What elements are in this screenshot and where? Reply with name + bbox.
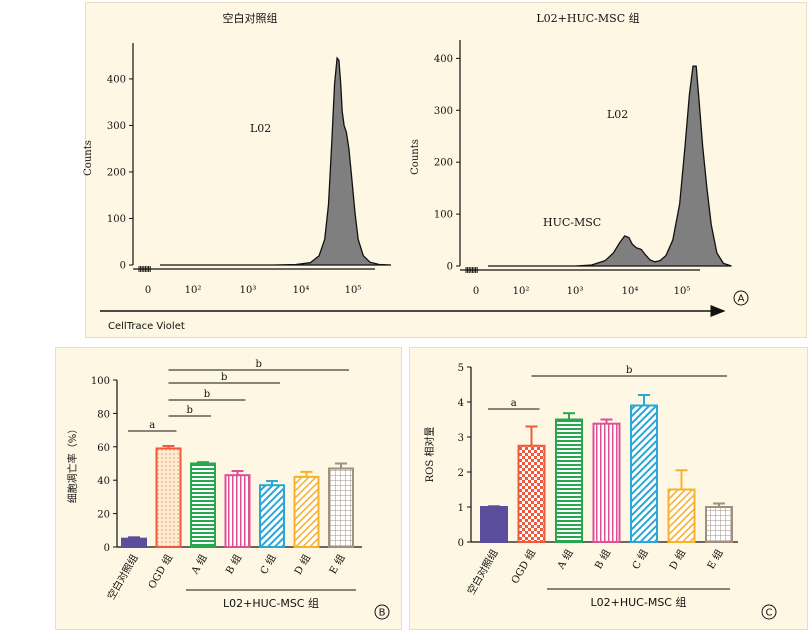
bar bbox=[259, 484, 285, 548]
significance-label: b bbox=[221, 372, 227, 383]
y-tick-label: 1 bbox=[458, 503, 464, 514]
y-tick-label: 300 bbox=[107, 121, 126, 132]
panel-mark-circle-c bbox=[761, 604, 777, 620]
panel-mark-circle-a bbox=[733, 290, 749, 306]
x-tick-label: 10³ bbox=[240, 285, 257, 296]
significance-label: b bbox=[187, 405, 193, 416]
significance-label: b bbox=[626, 365, 632, 376]
category-label: 空白对照组 bbox=[104, 552, 140, 602]
y-tick-label: 200 bbox=[434, 158, 453, 169]
histogram-title: 空白对照组 bbox=[223, 11, 278, 25]
y-tick-label: 100 bbox=[434, 210, 453, 221]
y-tick-label: 5 bbox=[458, 363, 464, 374]
bar bbox=[293, 475, 320, 548]
x-tick-label: 10⁵ bbox=[674, 286, 691, 297]
y-tick-label: 0 bbox=[104, 543, 110, 554]
category-label: OGD 组 bbox=[145, 552, 175, 591]
y-tick-label: 100 bbox=[107, 214, 126, 225]
bar bbox=[190, 462, 216, 548]
bar bbox=[667, 488, 696, 543]
category-label: C 组 bbox=[629, 547, 651, 572]
x-tick-label: 0 bbox=[145, 285, 151, 296]
histogram-coculture: 0 100 200 300 400 0 10² 10³ 10⁴ 10⁵ L02+HUC-MSC 组 C… bbox=[410, 11, 732, 297]
y-tick-label: 4 bbox=[458, 398, 464, 409]
y-tick-label: 0 bbox=[447, 262, 453, 273]
y-axis-label: 细胞凋亡率（%） bbox=[66, 424, 79, 504]
y-tick-label: 2 bbox=[458, 468, 464, 479]
bar bbox=[155, 447, 182, 548]
x-tick-label: 10⁵ bbox=[345, 285, 362, 296]
bar bbox=[121, 537, 147, 549]
bar bbox=[328, 467, 354, 549]
bar bbox=[555, 418, 583, 543]
panel-mark-circle-b bbox=[374, 604, 390, 620]
x-tick-label: 0 bbox=[473, 286, 479, 297]
category-label: 空白对照组 bbox=[464, 547, 500, 597]
category-label: B 组 bbox=[223, 552, 245, 576]
category-label: E 组 bbox=[704, 547, 726, 571]
group-caption: L02+HUC-MSC 组 bbox=[591, 595, 687, 609]
annotation-label: HUC-MSC bbox=[543, 216, 601, 229]
bar bbox=[517, 444, 546, 543]
group-caption: L02+HUC-MSC 组 bbox=[223, 596, 319, 610]
y-tick-label: 200 bbox=[107, 167, 126, 178]
category-label: C 组 bbox=[257, 552, 279, 577]
panel-mark-b: B bbox=[379, 608, 386, 619]
y-tick-label: 0 bbox=[458, 538, 464, 549]
y-axis-label: Counts bbox=[83, 140, 94, 176]
bar bbox=[592, 422, 621, 544]
y-tick-label: 100 bbox=[91, 376, 110, 387]
histogram-area bbox=[160, 56, 392, 266]
histogram-area bbox=[488, 65, 732, 267]
y-axis-label: ROS 相对量 bbox=[423, 427, 436, 483]
y-tick-label: 0 bbox=[120, 261, 126, 272]
category-label: A 组 bbox=[554, 547, 576, 572]
bar bbox=[705, 506, 733, 543]
y-tick-label: 400 bbox=[434, 54, 453, 65]
category-label: E 组 bbox=[326, 552, 348, 576]
y-tick-label: 400 bbox=[107, 74, 126, 85]
panel-marks: A B C bbox=[374, 290, 777, 620]
histogram-control: 0 100 200 300 400 0 10² 10³ 10⁴ 10⁵ 空白对照组 Counts L02 bbox=[83, 11, 392, 296]
y-tick-label: 300 bbox=[434, 106, 453, 117]
x-tick-label: 10² bbox=[185, 285, 202, 296]
y-tick-label: 20 bbox=[97, 510, 110, 521]
category-label: A 组 bbox=[188, 552, 210, 577]
bar bbox=[224, 474, 251, 548]
flow-x-caption: CellTrace Violet bbox=[108, 321, 185, 332]
x-tick-label: 10⁴ bbox=[622, 286, 639, 297]
category-label: D 组 bbox=[291, 552, 313, 577]
annotation-label: L02 bbox=[607, 108, 628, 121]
bar bbox=[480, 506, 508, 543]
y-tick-label: 60 bbox=[97, 443, 110, 454]
x-tick-label: 10³ bbox=[567, 286, 584, 297]
y-tick-label: 3 bbox=[458, 433, 464, 444]
x-tick-label: 10⁴ bbox=[293, 285, 310, 296]
y-tick-label: 80 bbox=[97, 409, 110, 420]
bar-chart-apoptosis-bar: 0 20 40 60 80 100 细胞凋亡率（%） 空白对照组 OGD 组 A 组 B 组 C 组 D… bbox=[66, 359, 362, 610]
panel-mark-c: C bbox=[766, 608, 773, 619]
category-label: OGD 组 bbox=[508, 547, 538, 586]
annotation-label: L02 bbox=[250, 122, 271, 135]
significance-label: a bbox=[511, 398, 517, 409]
histogram-title: L02+HUC-MSC 组 bbox=[536, 11, 639, 25]
significance-label: a bbox=[149, 420, 155, 431]
significance-label: b bbox=[256, 359, 262, 370]
significance-label: b bbox=[204, 389, 210, 400]
bar bbox=[630, 404, 658, 543]
y-tick-label: 40 bbox=[97, 476, 110, 487]
x-tick-label: 10² bbox=[513, 286, 530, 297]
category-label: B 组 bbox=[592, 547, 614, 571]
category-label: D 组 bbox=[666, 547, 688, 572]
y-axis-label: Counts bbox=[410, 139, 421, 175]
panel-mark-a: A bbox=[738, 294, 745, 305]
